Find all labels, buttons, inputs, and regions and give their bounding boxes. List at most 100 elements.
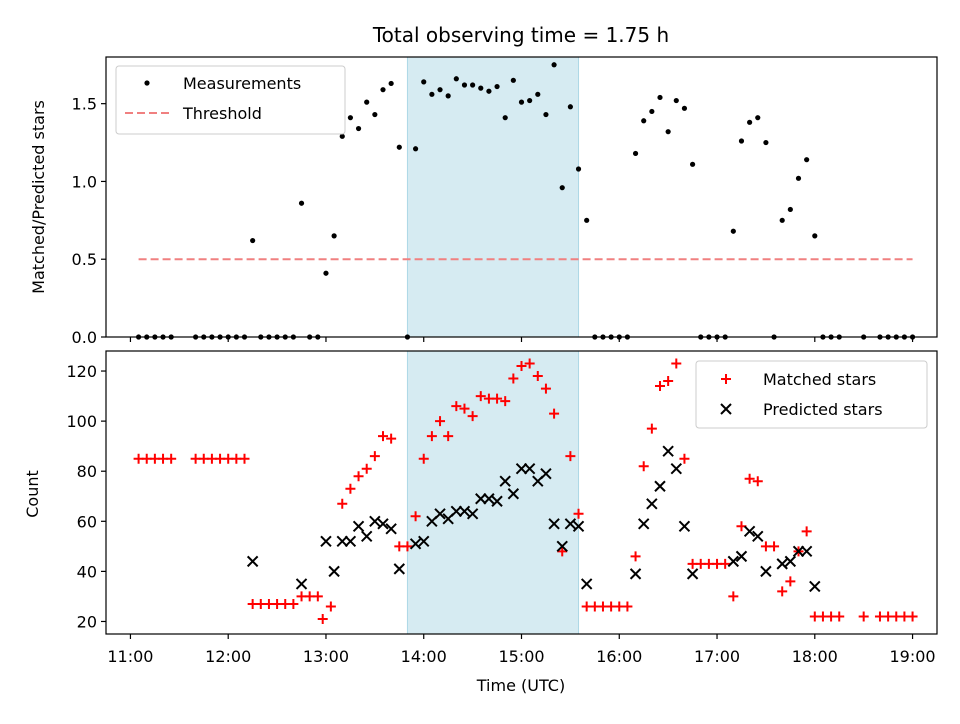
measurement-point	[779, 217, 785, 223]
matched-star-point	[386, 433, 397, 444]
matched-star-point	[345, 483, 356, 494]
measurement-point	[535, 91, 541, 97]
measurement-point	[510, 77, 516, 83]
legend-marker-matched	[721, 374, 731, 384]
measurement-point	[388, 80, 394, 87]
matched-star-point	[622, 601, 633, 612]
predicted-star-point	[352, 520, 365, 533]
predicted-star-point	[336, 535, 348, 548]
matched-star-point	[239, 453, 250, 464]
legend-marker-predicted	[720, 403, 732, 415]
top-y-axis-label: Matched/Predicted stars	[29, 100, 48, 294]
matched-star-point	[410, 511, 421, 522]
y-tick-label: 0.0	[72, 328, 97, 347]
legend-frame	[695, 360, 928, 429]
measurement-point	[575, 166, 582, 172]
matched-star-point	[500, 396, 511, 407]
measurement-point	[478, 85, 484, 91]
predicted-star-point	[637, 518, 650, 530]
shaded-interval	[406, 350, 580, 635]
measurement-point	[804, 157, 810, 163]
matched-star-point	[418, 453, 429, 464]
matched-star-point	[777, 586, 788, 597]
matched-star-point	[353, 471, 364, 482]
matched-star-point	[663, 376, 674, 387]
legend-frame	[115, 65, 346, 135]
predicted-star-point	[434, 508, 446, 520]
y-tick-label: 1.0	[72, 172, 97, 191]
predicted-star-point	[548, 518, 560, 530]
x-tick-label: 17:00	[694, 647, 740, 666]
matched-star-point	[426, 431, 437, 442]
legend-label-matched: Matched stars	[763, 370, 876, 389]
matched-star-point	[785, 576, 796, 587]
y-tick-label: 100	[66, 412, 97, 431]
predicted-star-point	[450, 505, 463, 517]
measurement-point	[429, 91, 435, 97]
matched-star-point	[317, 613, 328, 624]
measurement-point	[421, 79, 427, 85]
predicted-star-point	[727, 555, 740, 568]
measurement-point	[486, 88, 492, 94]
predicted-star-point	[670, 463, 683, 475]
legend-bottom: Matched stars Predicted stars	[695, 360, 928, 429]
predicted-star-point	[385, 523, 397, 535]
y-tick-label: 0.5	[72, 250, 97, 269]
bottom-y-axis-label: Count	[23, 470, 42, 518]
chart-title: Total observing time = 1.75 h	[372, 23, 669, 47]
predicted-star-point	[752, 530, 764, 543]
measurement-point	[787, 206, 793, 213]
matched-star-point	[646, 423, 657, 434]
predicted-star-point	[246, 555, 259, 568]
measurement-point	[364, 99, 370, 105]
measurement-point	[673, 97, 679, 104]
matched-star-point	[907, 611, 918, 622]
matched-star-point	[671, 358, 682, 369]
matched-star-point	[720, 558, 731, 569]
measurement-point	[747, 119, 753, 125]
x-tick-label: 14:00	[401, 647, 447, 666]
measurement-point	[543, 111, 549, 118]
measurement-point	[584, 217, 590, 223]
measurement-point	[738, 138, 745, 144]
measurement-point	[551, 62, 557, 68]
predicted-star-point	[295, 578, 308, 590]
matched-star-point	[630, 551, 641, 562]
predicted-star-point	[629, 568, 642, 580]
predicted-star-point	[499, 475, 511, 487]
predicted-star-point	[491, 495, 503, 507]
x-tick-label: 18:00	[792, 647, 838, 666]
predicted-star-point	[377, 518, 389, 530]
measurement-point	[567, 104, 573, 110]
measurement-point	[339, 133, 345, 139]
predicted-star-point	[540, 468, 552, 480]
matched-star-point	[549, 408, 560, 419]
predicted-star-point	[646, 498, 658, 510]
predicted-star-point	[678, 520, 691, 533]
predicted-star-point	[784, 555, 797, 568]
measurement-point	[527, 97, 533, 104]
matched-star-point	[337, 498, 348, 509]
x-tick-label: 11:00	[107, 647, 153, 666]
measurement-point	[681, 105, 688, 111]
predicted-star-point	[360, 530, 373, 543]
matched-star-point	[166, 453, 177, 464]
matched-star-point	[459, 403, 470, 414]
measurement-point	[795, 175, 802, 181]
measurement-point	[649, 108, 655, 115]
measurement-point	[445, 93, 451, 99]
y-tick-label: 40	[77, 562, 97, 581]
matched-star-point	[288, 598, 299, 609]
matched-star-point	[369, 451, 380, 462]
predicted-star-point	[776, 558, 788, 570]
legend-top: Measurements Threshold	[115, 65, 346, 135]
measurement-point	[518, 99, 525, 105]
y-tick-label: 80	[77, 462, 97, 481]
predicted-star-point	[369, 515, 381, 528]
matched-star-point	[573, 508, 584, 519]
matched-star-point	[638, 461, 649, 472]
matched-star-point	[540, 383, 551, 394]
predicted-star-point	[458, 505, 471, 517]
measurement-point	[380, 87, 386, 93]
